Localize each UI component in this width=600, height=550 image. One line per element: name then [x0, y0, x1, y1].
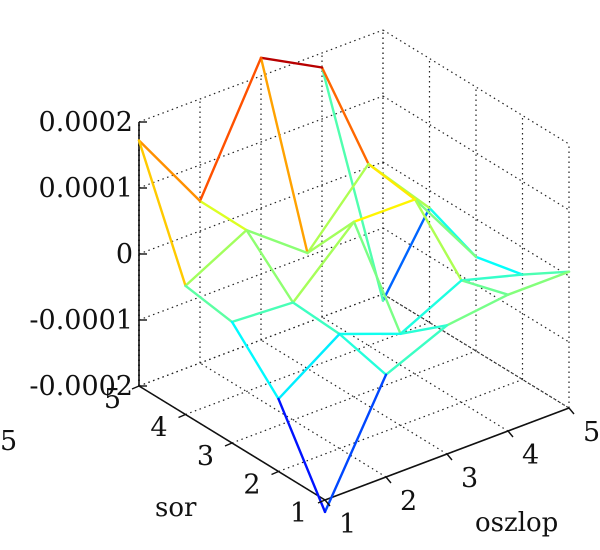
grid-line: [382, 293, 570, 409]
grid-line: [138, 227, 384, 321]
mesh-edge: [291, 220, 356, 304]
sor-tick-mark: [317, 499, 326, 504]
mesh-edge: [306, 162, 370, 255]
grid-line: [382, 29, 570, 145]
sor-tick-label: 2: [243, 470, 260, 501]
mesh-edge: [413, 198, 463, 282]
oszlop-tick-mark: [507, 430, 514, 438]
mesh-edge: [474, 255, 524, 276]
grid-line: [138, 293, 384, 387]
mesh-edge: [184, 228, 248, 287]
grid-line: [382, 95, 570, 211]
mesh-edge: [198, 56, 263, 203]
oszlop-tick-label: 1: [339, 509, 356, 540]
mesh-edge: [277, 397, 327, 514]
mesh-edge: [460, 273, 524, 282]
mesh-edge: [198, 199, 248, 232]
mesh-edge: [323, 373, 388, 514]
grid-lines: [138, 29, 570, 501]
grid-line: [138, 161, 384, 255]
sor-tick-label: 3: [197, 441, 214, 472]
mesh-edge: [352, 220, 402, 335]
sor-tick-label: 4: [150, 413, 167, 444]
mesh-edge: [320, 66, 370, 166]
z-axis-ticks: 0.0002 0.0001 0 -0.0001 -0.0002: [29, 107, 147, 402]
mesh-edge: [338, 332, 388, 376]
mesh-edge: [277, 332, 341, 401]
mesh-edge: [381, 206, 431, 302]
grid-line: [382, 293, 570, 409]
y-axis-label: sor: [155, 493, 197, 523]
mesh-edge: [521, 270, 571, 276]
mesh-edge: [506, 270, 571, 296]
mesh-edge: [230, 301, 295, 324]
sor-tick-label: 5: [104, 384, 121, 415]
grid-line: [199, 362, 387, 478]
sor-tick-mark: [178, 413, 186, 419]
mesh-edge: [137, 139, 187, 287]
oszlop-tick-mark: [568, 407, 575, 415]
mesh-edge: [245, 228, 295, 304]
mesh-edge: [413, 198, 478, 259]
grid-line: [231, 350, 477, 444]
mesh-edge: [320, 66, 385, 302]
outside-label: 5: [0, 426, 17, 457]
grid-line: [321, 316, 509, 432]
z-tick-label: 0: [116, 239, 133, 270]
sor-tick-mark: [131, 385, 140, 390]
z-tick-label: 0.0001: [39, 173, 133, 204]
mesh-edge: [399, 279, 463, 335]
grid-line: [260, 339, 448, 455]
oszlop-tick-label: 5: [583, 417, 600, 448]
mesh-edge: [230, 320, 280, 401]
mesh-edge: [291, 301, 341, 336]
oszlop-tick-label: 2: [400, 486, 417, 517]
oszlop-tick-mark: [385, 476, 392, 484]
mesh-edge: [352, 198, 417, 224]
mesh-edge: [137, 139, 202, 203]
mesh-edge: [460, 279, 510, 296]
mesh-edge: [259, 56, 324, 69]
x-axis-label: oszlop: [475, 508, 558, 538]
grid-line: [138, 29, 384, 123]
mesh-edge: [184, 284, 234, 324]
grid-line: [382, 227, 570, 343]
mesh-edge: [245, 228, 309, 255]
sor-tick-mark: [224, 442, 233, 447]
sor-tick-label: 1: [290, 498, 307, 529]
oszlop-tick-mark: [324, 499, 331, 507]
oszlop-tick-label: 4: [522, 440, 539, 471]
mesh-edge: [259, 56, 309, 255]
mesh-edge: [445, 293, 510, 327]
surface-mesh: [137, 56, 571, 514]
grid-line: [278, 378, 523, 473]
mesh-edge: [367, 162, 417, 201]
mesh-edge: [384, 324, 449, 376]
z-tick-label: 0.0002: [39, 107, 133, 138]
mesh-edge: [306, 220, 356, 255]
grid-line: [138, 95, 384, 189]
oszlop-tick-label: 3: [461, 463, 478, 494]
grid-line: [382, 161, 570, 277]
sor-tick-mark: [271, 470, 279, 476]
oszlop-tick-mark: [446, 453, 453, 461]
oszlop-axis-ticks: 1 2 3 4 5: [324, 407, 600, 540]
mesh-edge: [399, 324, 449, 335]
z-tick-label: -0.0002: [29, 371, 133, 402]
z-tick-label: -0.0001: [29, 305, 133, 336]
